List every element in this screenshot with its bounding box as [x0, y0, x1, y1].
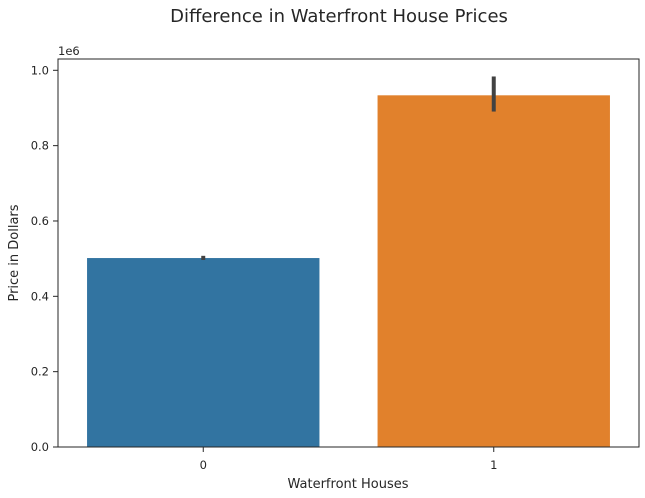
- plot-area: 0 1 0.0 0.2 0.4 0.6 0.8 1.0: [31, 58, 640, 472]
- y-axis-label: Price in Dollars: [7, 204, 22, 301]
- chart-title: Difference in Waterfront House Prices: [170, 6, 508, 27]
- y-tick-label: 0.0: [31, 440, 49, 454]
- plot-frame: [57, 58, 640, 448]
- x-tick-label-1: 1: [490, 458, 497, 472]
- y-offset-label: 1e6: [58, 44, 80, 58]
- x-tick-label-0: 0: [200, 458, 207, 472]
- bar-1: [377, 95, 610, 448]
- y-tick-label: 0.6: [31, 214, 49, 228]
- y-tick-label: 0.8: [31, 139, 49, 153]
- y-tick-label: 0.4: [31, 289, 49, 303]
- y-tick-label: 0.2: [31, 365, 49, 379]
- bar-0: [87, 258, 320, 447]
- y-tick-label: 1.0: [31, 63, 49, 77]
- x-axis-label: Waterfront Houses: [288, 477, 409, 492]
